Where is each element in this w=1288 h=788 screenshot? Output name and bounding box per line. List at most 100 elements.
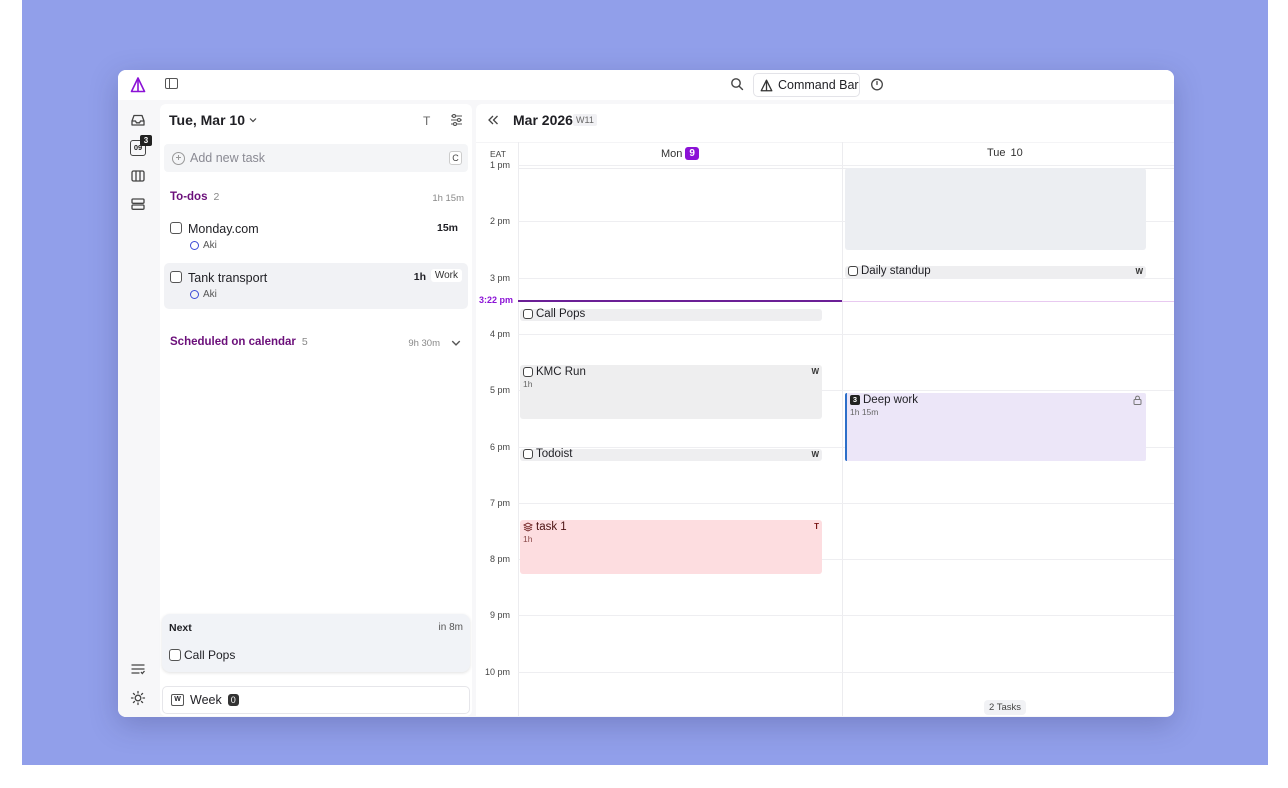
today-icon-label: 09 [133, 143, 143, 152]
add-task-placeholder: Add new task [190, 151, 266, 165]
event-tag: W [811, 367, 819, 376]
task-assignee-name: Aki [203, 289, 217, 300]
timer-icon[interactable] [870, 77, 884, 91]
inbox-icon[interactable] [130, 112, 146, 128]
event-block-busy[interactable] [845, 168, 1146, 250]
event-kmc-run[interactable]: KMC Run 1h W [520, 365, 822, 419]
hour-label: 6 pm [489, 441, 510, 452]
hour-gridline [518, 277, 1174, 279]
icon-rail: 09 3 [118, 100, 158, 717]
today-calendar-icon[interactable]: 09 [130, 140, 146, 156]
rows-view-icon[interactable] [130, 196, 146, 212]
text-toggle-button[interactable]: T [423, 114, 431, 128]
date-title: Tue, Mar 10 [169, 112, 245, 128]
calendar-week-badge: W11 [573, 114, 597, 126]
next-label: Next [169, 622, 192, 634]
event-title: Todoist [536, 448, 573, 460]
todos-title: To-dos [170, 191, 208, 203]
event-duration: 1h 15m [850, 407, 879, 417]
task-row[interactable]: Monday.com Aki 15m [164, 214, 468, 260]
calendar-panel: Mar 2026 W11 EAT Mon 9 Tue 10 Daily stan… [476, 104, 1174, 716]
week-label: Week [190, 693, 222, 707]
double-chevron-left-icon[interactable] [487, 114, 499, 126]
lock-icon [1133, 395, 1142, 405]
event-checkbox[interactable] [523, 367, 533, 377]
day-name: Mon [661, 147, 683, 160]
event-task-1[interactable]: task 1 1h T [520, 520, 822, 574]
date-selector[interactable]: Tue, Mar 10 [169, 112, 257, 128]
chevron-down-icon[interactable] [451, 338, 461, 348]
top-bar: Command Bar [118, 70, 1174, 100]
event-title-row: task 1 [523, 521, 567, 533]
event-title-row: KMC Run [523, 366, 586, 378]
day-divider [842, 142, 843, 716]
plus-circle-icon [172, 151, 185, 165]
columns-view-icon[interactable] [130, 168, 146, 184]
next-time: in 8m [438, 622, 463, 633]
event-checkbox[interactable] [848, 266, 858, 276]
hour-label: 10 pm [484, 666, 510, 677]
filter-sliders-icon[interactable] [450, 114, 463, 126]
hour-gridline [518, 333, 1174, 335]
hour-gridline [518, 502, 1174, 504]
event-tag: T [814, 522, 819, 531]
scheduled-section-header[interactable]: Scheduled on calendar 5 [170, 336, 308, 348]
event-title: task 1 [536, 521, 567, 533]
next-task-title: Call Pops [184, 648, 236, 662]
event-tag: W [811, 450, 819, 459]
event-duration: 1h [523, 379, 533, 389]
time-grid[interactable]: Daily standup W 3:22 pm Call Pops KMC Ru… [476, 160, 1174, 716]
todos-duration: 1h 15m [432, 193, 464, 204]
now-time-label: 3:22 pm [479, 295, 514, 305]
task-checkbox[interactable] [170, 271, 182, 283]
next-task-checkbox[interactable] [169, 649, 181, 661]
week-button[interactable]: W Week 0 [162, 686, 470, 714]
hour-label: 1 pm [489, 160, 510, 170]
command-bar-logo-icon [760, 79, 773, 91]
app-logo-icon[interactable] [130, 77, 146, 93]
now-indicator-faint [842, 301, 1174, 302]
add-task-shortcut: C [449, 151, 462, 165]
command-bar-label: Command Bar [778, 78, 859, 92]
event-duration: 1h [523, 534, 533, 544]
hour-gridline [518, 671, 1174, 673]
timezone-label: EAT [490, 149, 506, 159]
task-checkbox[interactable] [170, 222, 182, 234]
chevron-down-icon [249, 118, 257, 123]
event-deep-work[interactable]: 3 Deep work 1h 15m [845, 393, 1146, 461]
event-checkbox[interactable] [523, 309, 533, 319]
hour-gridline [518, 390, 1174, 392]
task-row[interactable]: Tank transport Aki 1h Work [164, 263, 468, 309]
event-count-badge: 3 [850, 395, 860, 405]
event-call-pops[interactable]: Call Pops [520, 308, 822, 321]
task-assignee: Aki [190, 289, 217, 300]
task-duration: 15m [436, 222, 458, 234]
task-title: Monday.com [188, 222, 259, 236]
command-bar-button[interactable]: Command Bar [753, 73, 860, 97]
week-count-badge: 0 [227, 694, 239, 706]
tasks-count-chip[interactable]: 2 Tasks [984, 700, 1027, 715]
hour-gridline [518, 165, 1174, 166]
today-badge: 3 [140, 135, 152, 146]
task-list-icon[interactable] [130, 661, 146, 677]
sidebar-toggle-icon[interactable] [165, 78, 178, 89]
task-tag[interactable]: Work [430, 269, 462, 282]
task-duration: 1h [413, 271, 426, 283]
theme-sun-icon[interactable] [130, 690, 146, 706]
header-divider [476, 142, 1174, 143]
event-daily-standup[interactable]: Daily standup W [845, 265, 1146, 278]
day-header-tue[interactable]: Tue 10 [987, 147, 1023, 159]
event-todoist[interactable]: Todoist W [520, 448, 822, 461]
next-up-card[interactable]: Next in 8m Call Pops [162, 614, 470, 672]
day-header-mon[interactable]: Mon 9 [661, 147, 699, 160]
hour-gridline [518, 615, 1174, 617]
scheduled-duration: 9h 30m [408, 338, 440, 349]
todos-section-header[interactable]: To-dos 2 [170, 191, 219, 203]
event-title-row: 3 Deep work [850, 394, 918, 406]
hour-label: 5 pm [489, 385, 510, 396]
event-title: Daily standup [861, 265, 931, 277]
event-checkbox[interactable] [523, 449, 533, 459]
add-task-input[interactable]: Add new task C [164, 144, 468, 172]
event-title-row: Call Pops [523, 308, 585, 320]
search-icon[interactable] [730, 77, 744, 91]
